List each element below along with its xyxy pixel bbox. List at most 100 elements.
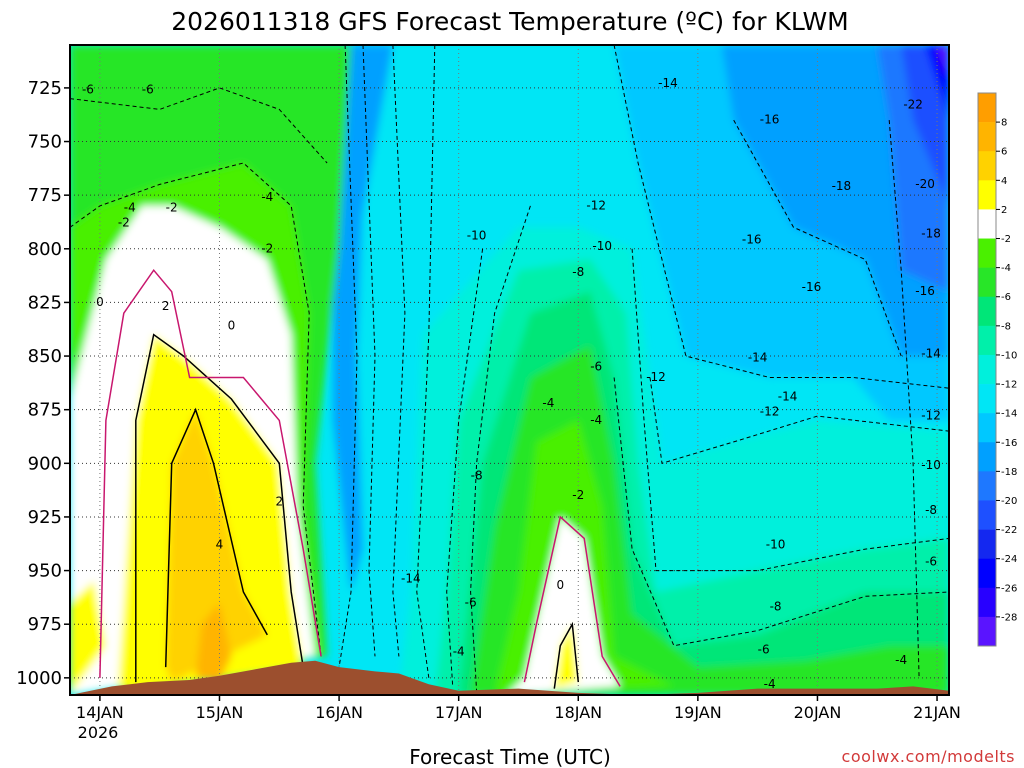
- contour-label: -10: [921, 458, 941, 472]
- contour-label: -4: [764, 677, 776, 691]
- colorbar-label: -8: [1001, 321, 1011, 332]
- contour-label: -2: [261, 241, 273, 255]
- terrain-surface: [70, 660, 949, 695]
- colorbar-swatch: [978, 296, 996, 327]
- isotherm-lines: [70, 45, 949, 691]
- y-tick-label: 950: [28, 561, 62, 582]
- colorbar-swatch: [978, 354, 996, 385]
- y-tick-label: 850: [28, 346, 62, 367]
- contour-label: -4: [261, 190, 273, 204]
- y-tick-label: 800: [28, 239, 62, 260]
- colorbar-label: -24: [1001, 554, 1017, 565]
- colorbar-swatch: [978, 267, 996, 298]
- colorbar-swatch: [978, 238, 996, 268]
- contour-labels: -6 -6-4-2-2-4-20 2024-14-10-12-10-8-6-4-4-…: [82, 76, 941, 691]
- plot-area: -6 -6-4-2-2-4-20 2024-14-10-12-10-8-6-4-4-…: [70, 45, 949, 695]
- field-extreme-cold-b: [925, 45, 949, 121]
- isotherm-line: [164, 407, 268, 668]
- colorbar-swatch: [978, 93, 996, 123]
- chart-title: 2026011318 GFS Forecast Temperature (ºC)…: [171, 7, 849, 36]
- colorbar-label: -20: [1001, 496, 1017, 507]
- contour-label: -6: [590, 359, 602, 373]
- colorbar-swatch: [978, 471, 996, 501]
- x-axis-label: Forecast Time (UTC): [409, 745, 611, 768]
- isotherm-line: [613, 377, 949, 647]
- isotherm-line: [888, 120, 920, 678]
- contour-label: -6: [82, 83, 94, 97]
- colorbar-label: -6: [1001, 292, 1011, 303]
- contour-label: -2: [118, 216, 130, 230]
- y-axis: 725 750 775 800 825 850 875 900 925 950 975 1000: [16, 78, 70, 689]
- isotherm-line: [70, 87, 328, 164]
- colorbar-label: -22: [1001, 525, 1017, 536]
- contour-label: -14: [778, 389, 798, 403]
- contour-label: -12: [646, 370, 666, 384]
- field-left-gold: [165, 409, 268, 683]
- colorbar-swatch: [978, 209, 996, 239]
- contour-label: -4: [590, 413, 602, 427]
- y-tick-label: 875: [28, 400, 62, 421]
- colorbar-swatch: [978, 180, 996, 210]
- credit-link[interactable]: coolwx.com/modelts: [842, 747, 1015, 766]
- colorbar-swatch: [978, 325, 996, 356]
- contour-label: -4: [453, 645, 465, 659]
- isotherm-line: [392, 45, 406, 657]
- x-tick-label: 14JAN: [76, 703, 124, 722]
- contour-label: -2: [572, 488, 584, 502]
- contour-label: -8: [925, 503, 937, 517]
- y-tick-label: 725: [28, 78, 62, 99]
- zero-isotherm-line: [523, 515, 621, 687]
- colorbar-label: 6: [1001, 147, 1007, 158]
- colorbar-swatch: [978, 122, 996, 152]
- temperature-field: [70, 45, 949, 695]
- colorbar-label: -12: [1001, 380, 1017, 391]
- contour-label: -4: [895, 653, 907, 667]
- contour-label: -6: [925, 554, 937, 568]
- colorbar-label: 8: [1001, 118, 1007, 129]
- isotherm-line: [613, 45, 949, 389]
- isotherm-line: [733, 119, 902, 357]
- contour-label: -10: [592, 239, 612, 253]
- contour-label: -16: [760, 113, 780, 127]
- isotherm-line: [553, 621, 580, 689]
- contour-label: -14: [401, 572, 421, 586]
- isotherm-line: [649, 377, 949, 464]
- x-tick-label: 21JAN: [913, 703, 961, 722]
- gridlines: [70, 45, 949, 695]
- y-tick-label: 975: [28, 614, 62, 635]
- contour-label: -16: [802, 280, 822, 294]
- contour-label: 2: [275, 494, 283, 508]
- contour-label: -14: [921, 346, 941, 360]
- contour-label: -16: [742, 233, 762, 247]
- y-tick-label: 825: [28, 292, 62, 313]
- plot-frame: [69, 44, 950, 696]
- isotherm-line: [631, 248, 949, 572]
- contour-label: -22: [903, 98, 923, 112]
- contour-label: -10: [467, 228, 487, 242]
- contour-label: 4: [216, 537, 224, 551]
- contour-label: -6: [758, 642, 770, 656]
- y-tick-label: 900: [28, 453, 62, 474]
- contour-label: -16: [915, 284, 935, 298]
- contour-label: -4: [124, 201, 136, 215]
- colorbar-label: -28: [1001, 612, 1017, 623]
- contour-label: 2: [162, 299, 170, 313]
- colorbar-label: 4: [1001, 176, 1007, 187]
- x-tick-label: 17JAN: [435, 703, 483, 722]
- contour-label: -18: [921, 226, 941, 240]
- contour-label: -12: [586, 198, 606, 212]
- contour-label: -14: [658, 76, 678, 90]
- colorbar-label: -16: [1001, 438, 1017, 449]
- contour-label: -4: [542, 396, 554, 410]
- field-near-zero-17jan: [506, 516, 621, 695]
- field-left-yellow-b: [70, 581, 106, 695]
- contour-label: -8: [770, 600, 782, 614]
- contour-label: -2: [166, 201, 178, 215]
- colorbar-label: -18: [1001, 467, 1017, 478]
- y-tick-label: 775: [28, 185, 62, 206]
- colorbar-swatch: [978, 500, 996, 530]
- contour-label: -20: [915, 177, 935, 191]
- x-tick-label: 19JAN: [674, 703, 722, 722]
- colorbar-label: -2: [1001, 234, 1011, 245]
